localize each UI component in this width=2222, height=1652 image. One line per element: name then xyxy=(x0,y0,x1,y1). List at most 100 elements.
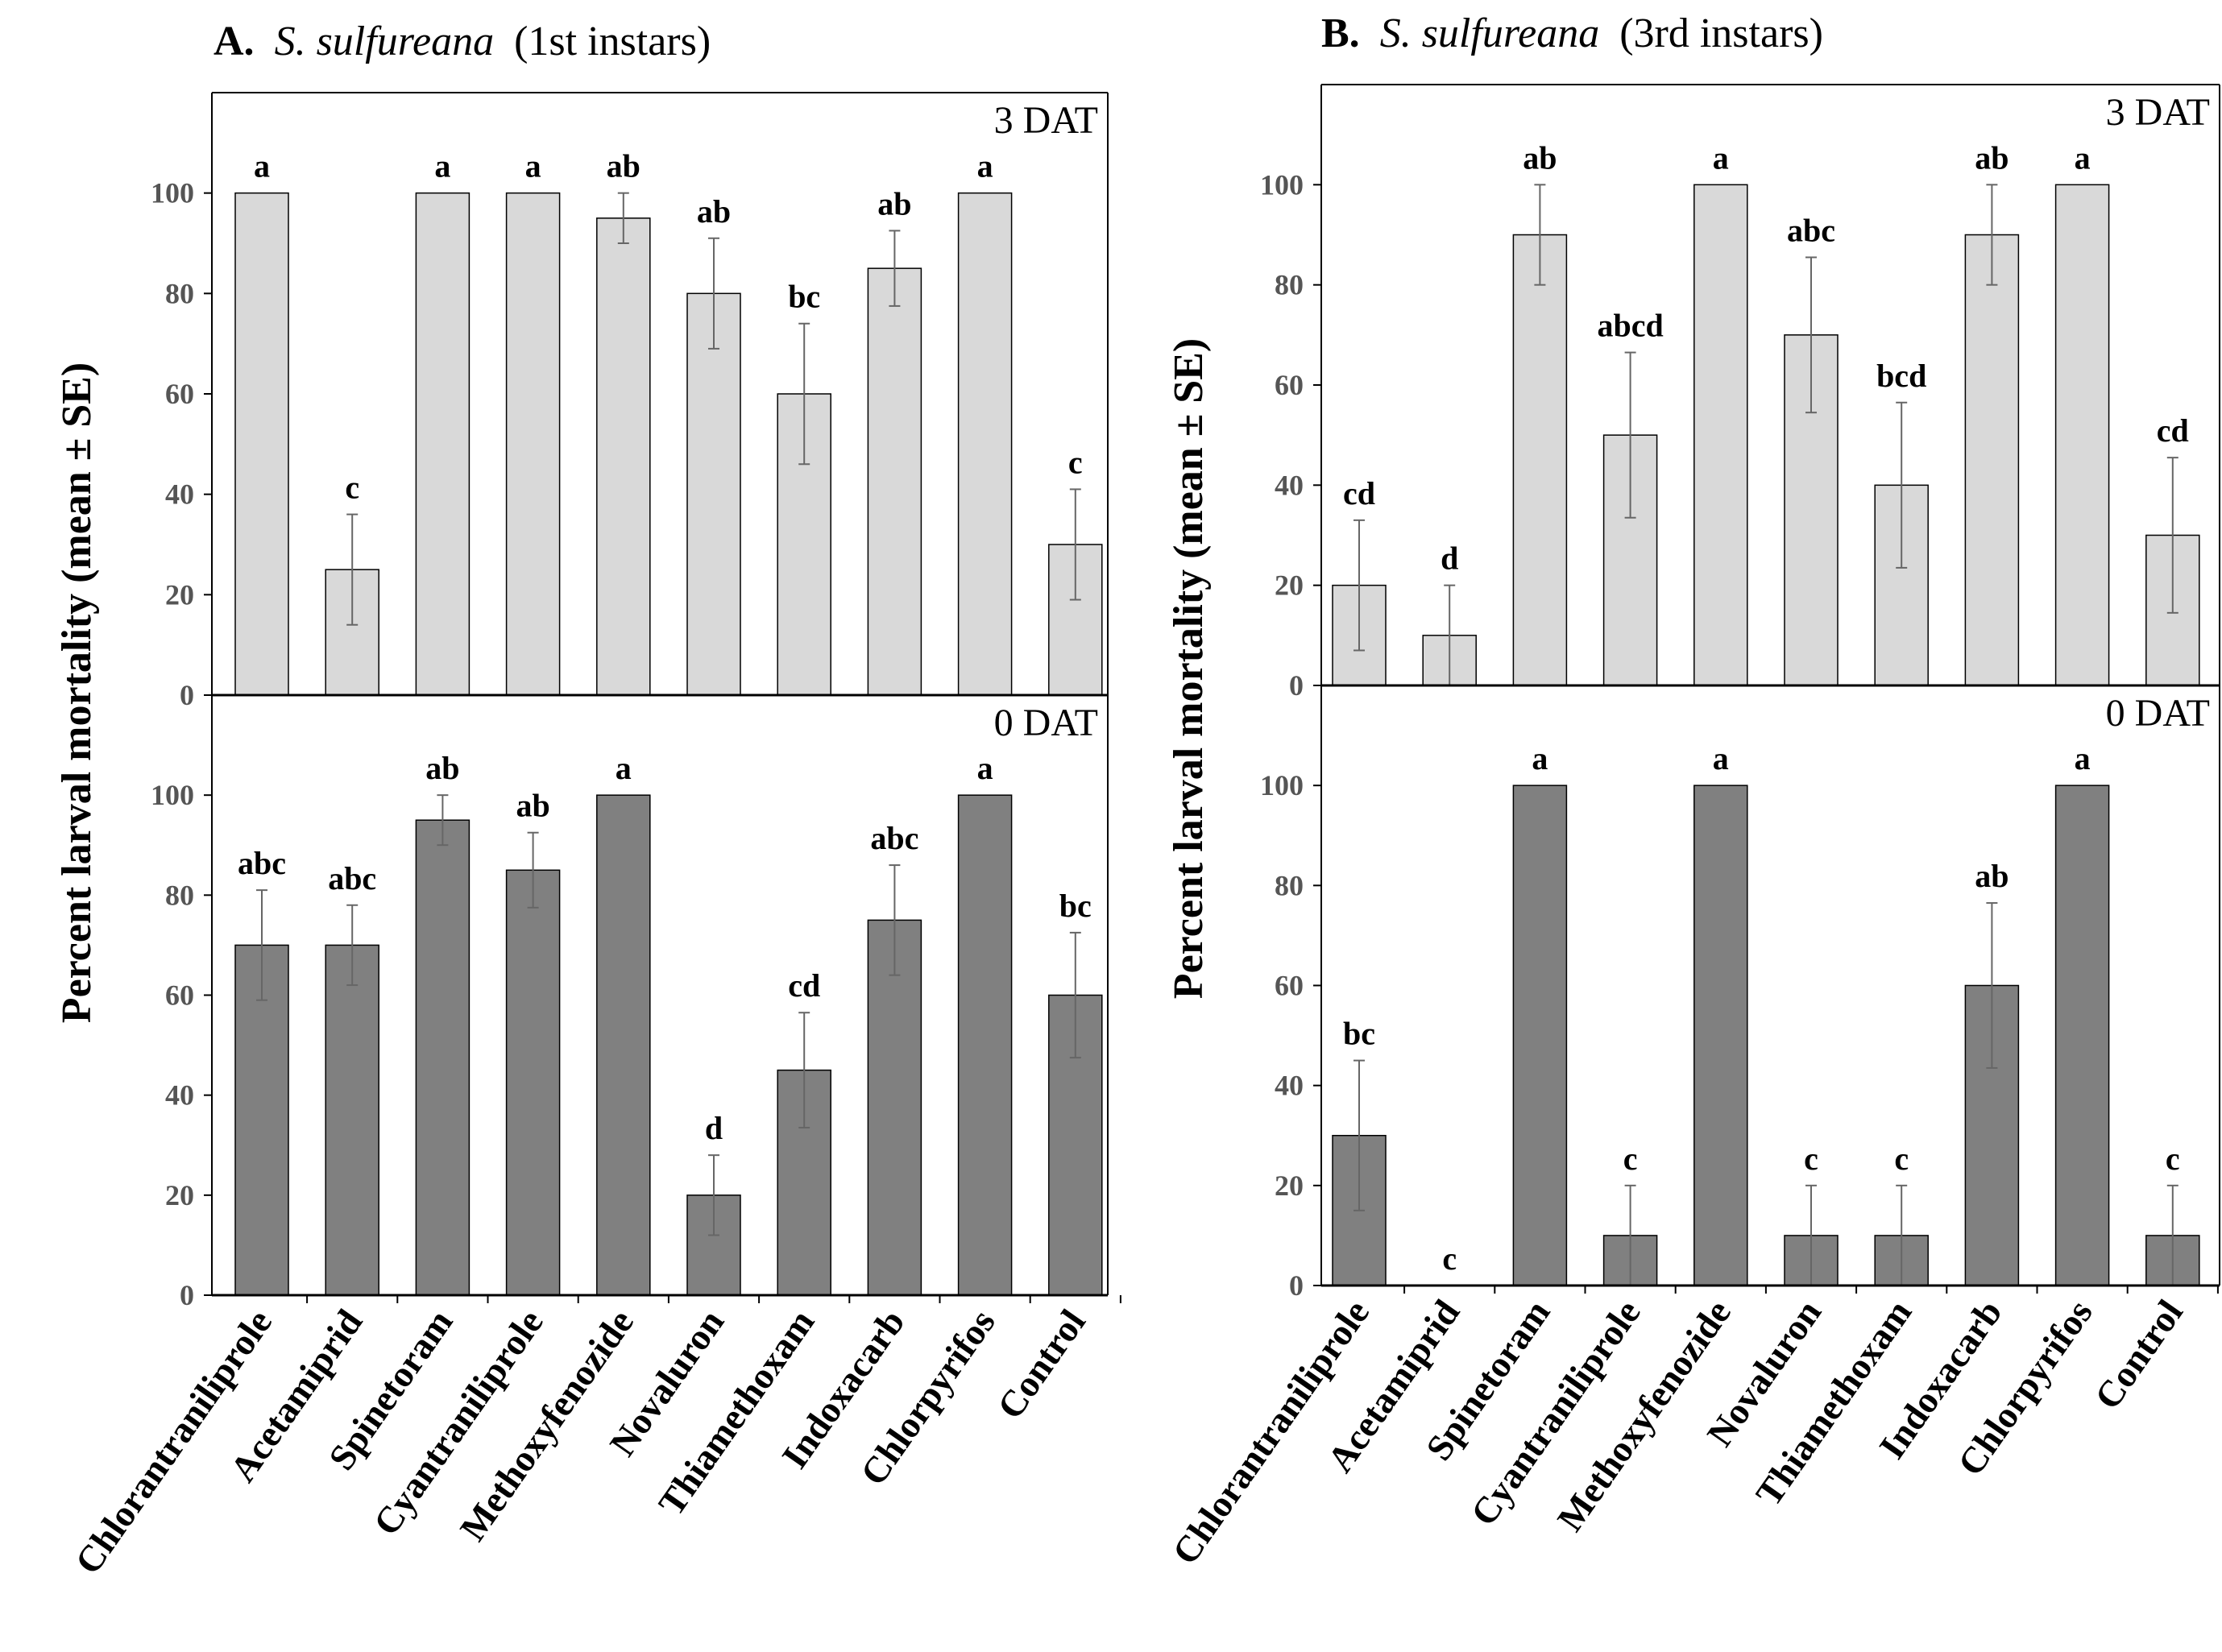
chart-a-panel-3dat-tick-label: 100 xyxy=(151,177,194,209)
chart-b-panel-3dat-sig-letter-3: ab xyxy=(1523,139,1557,176)
chart-a-panel-3dat-bar-8 xyxy=(867,267,922,696)
chart-a-panel-3dat-sig-letter-3: a xyxy=(434,148,450,184)
chart-b-panel-3dat-tick-label: 40 xyxy=(1275,469,1304,501)
chart-a-panel-0dat-sig-letter-5: a xyxy=(616,750,632,786)
chart-a-panel-0dat-sig-letter-1: abc xyxy=(238,845,286,881)
chart-b-panel-0dat: 0 20 40 60 80 100 bc c a c a c c ab a c 0 DAT xyxy=(1260,685,2220,1302)
chart-a-panel-0dat-tick-label: 40 xyxy=(165,1079,194,1112)
chart-b-panel-0dat-sig-letter-3: a xyxy=(1532,740,1548,776)
chart-b-panel-0dat-sig-letter-8: ab xyxy=(1975,858,2009,894)
chart-b-title: B. S. sulfureana (3rd instars) xyxy=(1321,10,1823,56)
chart-a-panel-3dat-bar-9 xyxy=(957,192,1013,696)
chart-a-panel-3dat-bar-5 xyxy=(596,217,651,696)
chart-a-panel-0dat-bar-3 xyxy=(415,819,471,1296)
chart-b-panel-3dat-sig-letter-6: abc xyxy=(1787,212,1835,248)
chart-b-panel-3dat-bar-8 xyxy=(1964,234,2020,686)
chart-b-panel-0dat-tick-label: 80 xyxy=(1275,869,1304,901)
chart-b-panel-3dat-sig-letter-1: cd xyxy=(1343,475,1375,511)
chart-a-title-stage: (1st instars) xyxy=(514,19,711,64)
chart-b-panel-0dat-sig-letter-1: bc xyxy=(1343,1016,1375,1052)
chart-b-panel-3dat-label: 3 DAT xyxy=(2106,91,2210,134)
chart-a-panel-0dat-sig-letter-2: abc xyxy=(328,860,376,896)
chart-a-panel-0dat-sig-letter-6: d xyxy=(705,1110,723,1146)
chart-a-panel-3dat-tick-label: 0 xyxy=(180,679,194,711)
chart-b-panel-0dat-tick-label: 40 xyxy=(1275,1070,1304,1102)
chart-b-title-species: S. sulfureana xyxy=(1380,10,1600,56)
chart-b-panel-0dat-bar-5 xyxy=(1693,785,1748,1286)
chart-b-panel-0dat-sig-letter-9: a xyxy=(2075,740,2091,776)
chart-a-panel-3dat-tick-label: 80 xyxy=(165,277,194,309)
chart-a-panel-3dat-sig-letter-9: a xyxy=(977,148,993,184)
chart-b-panel-0dat-sig-letter-5: a xyxy=(1713,740,1729,776)
chart-b-panel-3dat: 0 20 40 60 80 100 cd d ab abcd a abc bcd ab a cd 3 DAT xyxy=(1260,84,2220,702)
chart-a-panel-0dat-sig-letter-4: ab xyxy=(516,788,549,824)
chart-b-panel-0dat-sig-letter-6: c xyxy=(1804,1141,1818,1177)
chart-a-panel-3dat-bar-3 xyxy=(415,192,471,696)
chart-a-panel-0dat-tick-label: 0 xyxy=(180,1279,194,1311)
chart-b-panel-3dat-sig-letter-4: abcd xyxy=(1597,308,1663,344)
chart-a-category-label-10: Control xyxy=(989,1302,1093,1426)
chart-b-panel-3dat-tick-label: 80 xyxy=(1275,269,1304,301)
chart-a-title: A. S. sulfureana (1st instars) xyxy=(213,19,711,64)
chart-b-panel-0dat-sig-letter-4: c xyxy=(1623,1141,1638,1177)
chart-a-panel-0dat-tick-label: 80 xyxy=(165,879,194,911)
chart-a-panel-0dat-tick-label: 100 xyxy=(151,779,194,811)
chart-a-panel-3dat-bar-6 xyxy=(686,292,741,696)
chart-a-panel-3dat-sig-letter-2: c xyxy=(345,470,359,506)
chart-b-panel-0dat-tick-label: 20 xyxy=(1275,1170,1304,1202)
chart-a-panel-3dat-tick-label: 40 xyxy=(165,478,194,511)
chart-b-title-stage: (3rd instars) xyxy=(1619,10,1823,56)
chart-a-panel-3dat-sig-letter-6: ab xyxy=(697,193,731,230)
chart-a-panel-0dat-bar-5 xyxy=(596,794,651,1296)
chart-a-panel-3dat-label: 3 DAT xyxy=(994,99,1098,142)
chart-a-panel-3dat-sig-letter-5: ab xyxy=(607,148,640,184)
chart-a-y-axis-label: Percent larval mortality (mean ± SE) xyxy=(54,362,100,1023)
chart-b-panel-0dat-tick-label: 100 xyxy=(1260,769,1304,801)
chart-a-panel-0dat-bar-4 xyxy=(505,869,561,1296)
chart-a-panel-3dat-sig-letter-4: a xyxy=(525,148,541,184)
chart-a-title-species: S. sulfureana xyxy=(275,19,495,64)
chart-b-panel-3dat-sig-letter-8: ab xyxy=(1975,139,2009,176)
chart-a-panel-3dat-tick-label: 60 xyxy=(165,378,194,410)
chart-a-panel-3dat-sig-letter-1: a xyxy=(254,148,270,184)
chart-b-category-label-10: Control xyxy=(2087,1292,2191,1416)
chart-a-panel-0dat-bar-2 xyxy=(325,944,379,1296)
chart-a: 0 20 40 60 80 100 a c a a ab ab bc ab a c 3 DAT 0 20 40 60 80… xyxy=(67,92,1121,1581)
chart-b-panel-0dat-sig-letter-10: c xyxy=(2166,1141,2180,1177)
chart-b-panel-3dat-tick-label: 100 xyxy=(1260,168,1304,201)
chart-a-panel-0dat-bar-8 xyxy=(867,919,922,1296)
chart-b-panel-3dat-bar-9 xyxy=(2054,184,2110,686)
chart-b-panel-0dat-bar-9 xyxy=(2054,785,2110,1286)
chart-b-panel-3dat-sig-letter-2: d xyxy=(1441,540,1458,577)
chart-a-panel-0dat-sig-letter-10: bc xyxy=(1059,888,1092,924)
chart-a-panel-0dat-bar-1 xyxy=(234,944,289,1296)
chart-b-panel-3dat-sig-letter-7: bcd xyxy=(1876,358,1926,394)
chart-a-panel-0dat-label: 0 DAT xyxy=(994,702,1098,744)
chart-b-panel-3dat-sig-letter-10: cd xyxy=(2157,412,2189,449)
chart-a-panel-3dat-sig-letter-10: c xyxy=(1068,444,1083,480)
chart-b-panel-0dat-sig-letter-7: c xyxy=(1894,1141,1909,1177)
chart-b-y-axis-label: Percent larval mortality (mean ± SE) xyxy=(1166,338,1212,999)
chart-a-panel-0dat-tick-label: 20 xyxy=(165,1179,194,1211)
chart-b-panel-0dat-label: 0 DAT xyxy=(2106,692,2210,735)
chart-a-panel-3dat-sig-letter-7: bc xyxy=(788,279,820,315)
chart-b-panel-3dat-tick-label: 20 xyxy=(1275,569,1304,602)
chart-b-panel-3dat-sig-letter-5: a xyxy=(1713,139,1729,176)
chart-a-panel-0dat-sig-letter-8: abc xyxy=(870,820,918,856)
chart-a-panel-0dat-sig-letter-7: cd xyxy=(788,967,820,1004)
chart-a-panel-3dat-sig-letter-8: ab xyxy=(877,185,911,222)
chart-a-panel-3dat-bar-4 xyxy=(505,192,561,696)
chart-b-panel-0dat-tick-label: 60 xyxy=(1275,970,1304,1002)
chart-a-title-prefix: A. xyxy=(213,19,255,64)
chart-b-panel-0dat-bar-3 xyxy=(1512,785,1568,1286)
chart-a-panel-0dat-sig-letter-3: ab xyxy=(425,750,459,786)
chart-a-panel-0dat-tick-label: 60 xyxy=(165,979,194,1012)
chart-a-panel-3dat-tick-label: 20 xyxy=(165,578,194,611)
chart-b-panel-3dat-bar-3 xyxy=(1512,234,1568,686)
chart-b-panel-3dat-tick-label: 60 xyxy=(1275,369,1304,401)
chart-b-panel-0dat-sig-letter-2: c xyxy=(1442,1240,1457,1277)
chart-a-panel-3dat: 0 20 40 60 80 100 a c a a ab ab bc ab a c 3 DAT xyxy=(151,92,1109,711)
